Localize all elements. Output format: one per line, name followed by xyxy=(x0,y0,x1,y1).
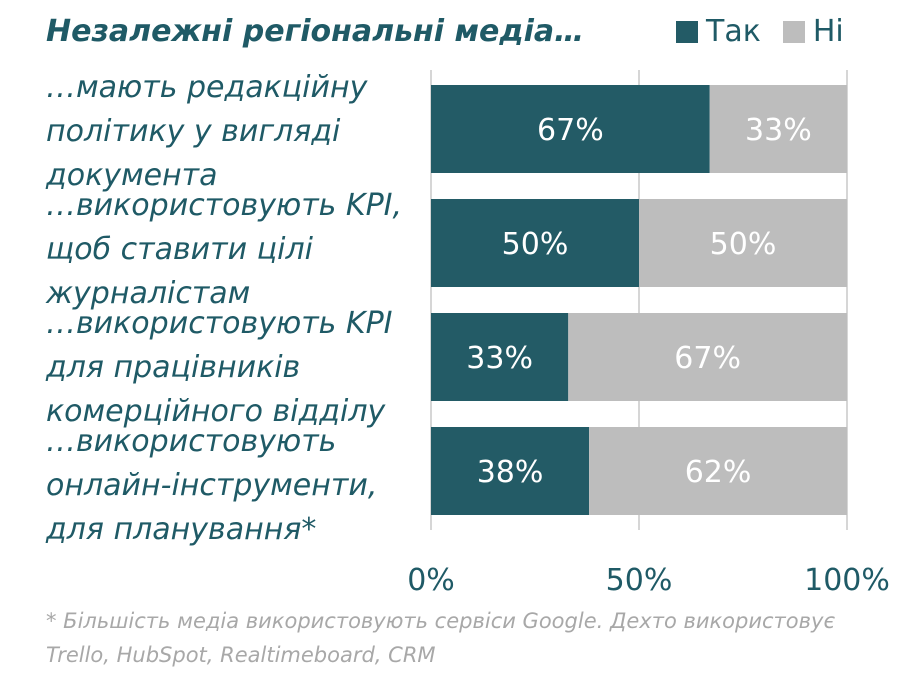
legend-swatch-no xyxy=(782,20,805,43)
bar-yes-3 xyxy=(431,313,569,401)
data-label-no-2: 50% xyxy=(710,227,777,262)
legend-item-yes: Так xyxy=(676,14,761,49)
legend-item-no: Ні xyxy=(782,14,844,49)
bar-yes-4 xyxy=(431,427,590,515)
category-label-4: …використовують онлайн-інструменти, для … xyxy=(46,424,378,547)
x-tick-label-100: 100% xyxy=(804,563,890,598)
data-label-yes-2: 50% xyxy=(502,227,569,262)
data-label-no-3: 67% xyxy=(674,341,741,376)
x-tick-label-50: 50% xyxy=(606,563,673,598)
data-label-yes-4: 38% xyxy=(477,455,544,490)
bar-no-2 xyxy=(639,199,847,287)
category-label-2: …використовують KPI, щоб ставити цілі жу… xyxy=(46,188,403,311)
bar-no-3 xyxy=(568,313,847,401)
legend-swatch-yes xyxy=(676,20,698,43)
x-tick-label-0: 0% xyxy=(407,563,455,598)
bar-no-1 xyxy=(709,85,847,173)
data-label-no-1: 33% xyxy=(745,113,812,148)
legend: Так Ні xyxy=(676,14,866,49)
legend-label-no: Ні xyxy=(812,14,844,49)
data-label-yes-1: 67% xyxy=(537,113,604,148)
data-label-no-4: 62% xyxy=(685,455,752,490)
bar-no-4 xyxy=(589,427,847,515)
data-label-yes-3: 33% xyxy=(466,341,533,376)
footnote: * Більшість медіа використовують сервіси… xyxy=(46,609,835,667)
category-label-3: …використовують KPI для працівників коме… xyxy=(46,306,393,429)
category-label-1: …мають редакційну політику у вигляді док… xyxy=(46,70,368,193)
bar-yes-1 xyxy=(431,85,710,173)
bar-yes-2 xyxy=(431,199,639,287)
legend-label-yes: Так xyxy=(706,14,761,49)
chart-title: Незалежні регіональні медіа… xyxy=(46,14,585,49)
